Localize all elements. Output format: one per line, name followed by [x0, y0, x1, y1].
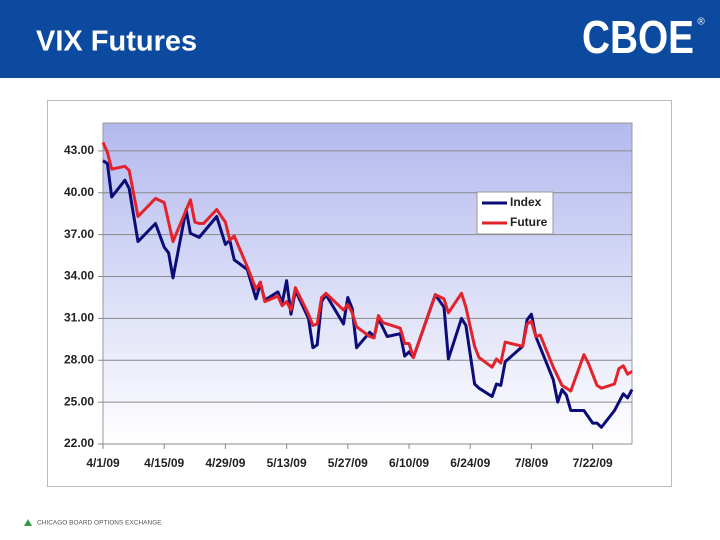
series-line	[101, 141, 633, 393]
y-tick-label: 40.00	[64, 185, 94, 199]
x-tick-label: 5/13/09	[267, 456, 307, 470]
x-tick-label: 7/8/09	[515, 456, 549, 470]
y-tick-label: 37.00	[64, 227, 94, 241]
x-tick-label: 4/29/09	[205, 456, 245, 470]
x-tick-label: 6/24/09	[450, 456, 490, 470]
x-tick-label: 4/1/09	[86, 456, 120, 470]
legend-box	[476, 191, 554, 235]
x-tick-label: 7/22/09	[573, 456, 613, 470]
footer-text: CHICAGO BOARD OPTIONS EXCHANGE	[37, 520, 162, 527]
y-tick-label: 34.00	[64, 269, 94, 283]
logo-mark: ®	[697, 17, 705, 28]
header-bar	[0, 0, 720, 78]
y-tick-label: 28.00	[64, 352, 94, 366]
legend-label: Index	[510, 195, 542, 209]
y-tick-label: 25.00	[64, 394, 94, 408]
y-tick-label: 43.00	[64, 143, 94, 157]
x-tick-label: 4/15/09	[144, 456, 184, 470]
logo: CBOE	[582, 11, 694, 63]
x-tick-label: 6/10/09	[389, 456, 429, 470]
slide-title: VIX Futures	[36, 26, 197, 58]
chart: 22.00 25.00 28.00 31.00 34.00 37.00 40.00 43.00…	[64, 141, 634, 470]
series-line	[102, 159, 634, 429]
y-tick-label: 31.00	[64, 311, 94, 325]
y-tick-label: 22.00	[64, 436, 94, 450]
footer-icon	[24, 519, 32, 526]
plot-area	[102, 122, 633, 445]
x-tick-label: 5/27/09	[328, 456, 368, 470]
legend-label: Future	[510, 215, 548, 229]
